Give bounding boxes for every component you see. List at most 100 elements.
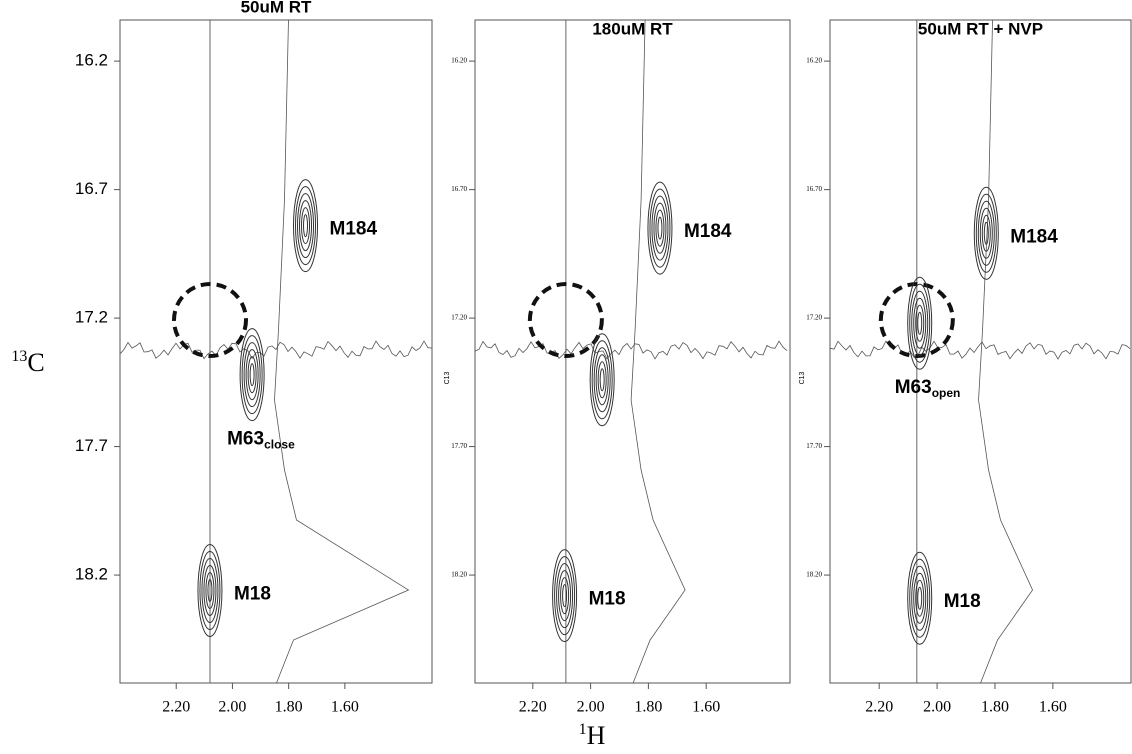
contour [911, 565, 929, 631]
contour [562, 584, 568, 608]
contour [243, 342, 261, 408]
y-tick-label: 16.20 [806, 57, 822, 65]
contour [295, 186, 317, 266]
contour [983, 221, 989, 245]
contour [595, 354, 609, 406]
contour [203, 564, 217, 616]
contour [201, 557, 219, 623]
contour [979, 207, 993, 259]
peak-name: M18 [944, 591, 981, 612]
contour [909, 558, 931, 638]
y-axis-label: 13C [11, 348, 44, 377]
contour [301, 207, 311, 245]
peak-label: M184 [330, 219, 378, 240]
x-tick-label: 2.20 [865, 699, 893, 716]
x-tick-label: 1.80 [981, 699, 1009, 716]
y-tick-label: 16.70 [451, 185, 467, 193]
contour [593, 347, 611, 413]
contour [911, 290, 929, 356]
peak-name: M18 [589, 589, 626, 610]
x-tick-label: 2.20 [519, 699, 547, 716]
contour [913, 297, 927, 349]
contour [552, 549, 578, 643]
contour [647, 181, 673, 275]
contour [907, 276, 933, 370]
label-text: C [27, 348, 44, 377]
contour [560, 577, 570, 615]
peak-label: M18 [234, 584, 271, 605]
contour [558, 570, 572, 622]
contour [909, 283, 931, 363]
contour [917, 311, 923, 335]
contour [653, 202, 667, 254]
y-tick-label: 16.70 [806, 185, 822, 193]
y-tick-label: 18.20 [806, 571, 822, 579]
contour [975, 193, 997, 273]
highlight-circle [172, 282, 248, 358]
trace-1d [474, 340, 788, 360]
y-tick-label: 17.2 [75, 308, 108, 327]
y-tick-label: 17.20 [806, 314, 822, 322]
contour [649, 188, 671, 268]
y-tick-label: 17.70 [806, 442, 822, 450]
contour [245, 349, 259, 401]
x-tick-label: 1.60 [1039, 699, 1067, 716]
y-tick-label: 17.20 [451, 314, 467, 322]
contour [239, 328, 265, 422]
y-tick-label: 17.70 [451, 442, 467, 450]
peak-name: M184 [1010, 226, 1058, 247]
contour [589, 333, 615, 427]
panel-y-label: C13 [444, 371, 451, 384]
y-tick-label: 18.20 [451, 571, 467, 579]
peak-sub: open [932, 386, 961, 400]
contour [197, 543, 223, 637]
x-tick-label: 2.20 [162, 699, 190, 716]
trace-1d [978, 19, 1033, 684]
x-axis-label: 1H [579, 721, 606, 750]
y-tick-label: 16.7 [75, 179, 108, 198]
contour [907, 551, 933, 645]
peak-label: M63open [895, 377, 961, 400]
plot-frame [119, 19, 433, 684]
y-tick-label: 18.2 [75, 565, 108, 584]
label-text: H [587, 721, 606, 750]
peak-label: M184 [684, 221, 732, 242]
contour [599, 368, 605, 392]
contour [556, 563, 574, 629]
panel-y-label: C13 [799, 371, 806, 384]
contour [977, 200, 995, 266]
x-tick-label: 1.80 [634, 699, 662, 716]
contour [554, 556, 576, 636]
contour [199, 550, 221, 630]
contour [205, 571, 215, 609]
x-tick-label: 2.00 [923, 699, 951, 716]
x-tick-label: 1.60 [692, 699, 720, 716]
contour [915, 579, 925, 617]
contour [249, 363, 255, 387]
contour [657, 216, 663, 240]
contour [915, 304, 925, 342]
peak-sub: close [264, 438, 295, 452]
label-sup: 13 [11, 348, 27, 365]
x-tick-label: 2.00 [218, 699, 246, 716]
contour [913, 572, 927, 624]
trace-1d [274, 19, 410, 684]
contour [981, 214, 991, 252]
contour [293, 179, 319, 273]
label-sup: 1 [579, 721, 587, 738]
peak-label: M184 [1010, 226, 1058, 247]
peak-label: M63close [227, 429, 295, 452]
peak-name: M63 [227, 429, 264, 450]
contour [299, 200, 313, 252]
contour [655, 209, 665, 247]
contour [297, 193, 315, 259]
x-tick-label: 1.60 [331, 699, 359, 716]
peak-label: M18 [944, 591, 981, 612]
contour [917, 586, 923, 610]
contour [597, 361, 607, 399]
contour [651, 195, 669, 261]
y-tick-label: 16.2 [75, 51, 108, 70]
highlight-circle [527, 282, 604, 358]
contour [247, 356, 257, 394]
peak-name: M184 [684, 221, 732, 242]
